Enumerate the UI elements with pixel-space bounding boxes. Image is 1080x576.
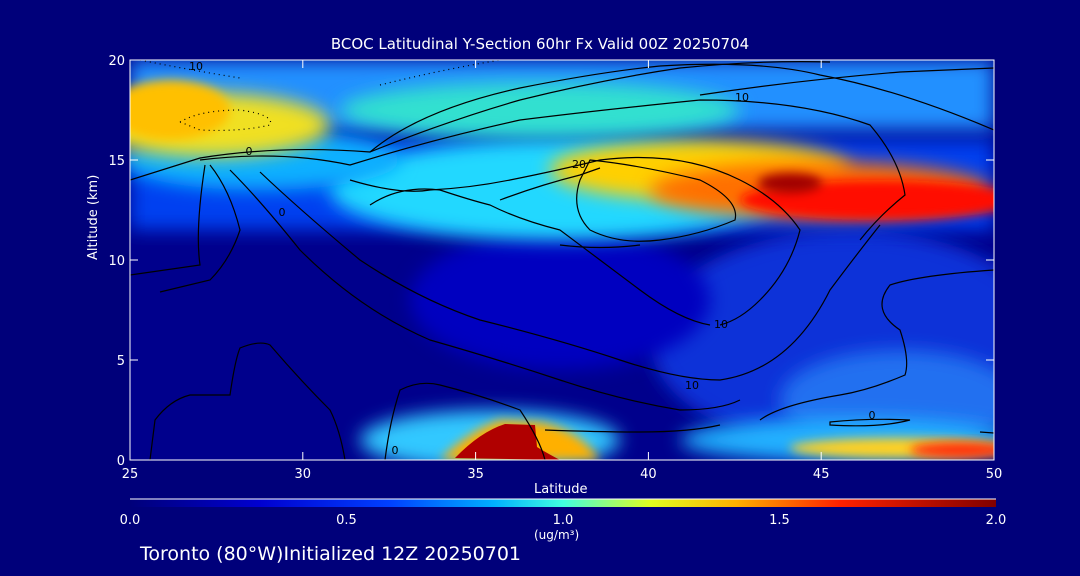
contour-line: [229, 169, 741, 411]
contour-label: 0: [869, 409, 876, 422]
x-tick-label: 25: [122, 467, 139, 482]
contour-label: 0: [279, 206, 286, 219]
contour-line: [699, 67, 994, 96]
contour-label: 10: [735, 91, 749, 104]
contour-line: [369, 65, 661, 153]
colorbar: [130, 498, 996, 507]
colorbar-tick-label: 1.0: [553, 513, 574, 528]
y-tick-label: 20: [108, 54, 125, 69]
field-yellow-left-2: [130, 80, 230, 140]
contour-line: [130, 164, 206, 276]
contour-label-group: 10 0 0 10 20 10 10 0 0: [189, 60, 876, 457]
colorbar-tick-label: 0.5: [336, 513, 357, 528]
field-lower-right-red: [910, 442, 994, 458]
contour-line: [499, 167, 601, 201]
field-darkred-core: [758, 173, 822, 193]
x-axis-label: Latitude: [534, 482, 588, 497]
contours: [130, 61, 994, 460]
heatmap-field: [130, 60, 994, 460]
colorbar-ticks: 0.0 0.5 1.0 1.5 2.0: [120, 513, 1007, 528]
y-axis-label: Altitude (km): [86, 174, 101, 260]
contour-label: 0: [246, 145, 253, 158]
footer-initialized-text: Toronto (80°W)Initialized 12Z 20250701: [140, 543, 522, 565]
contour-line-dotted: [139, 60, 241, 79]
contours-dotted: [139, 60, 501, 132]
y-tick-label: 15: [108, 154, 125, 169]
contour-line: [576, 159, 737, 242]
x-tick-label: 35: [467, 467, 484, 482]
contour-line: [149, 342, 346, 460]
contour-label: 10: [685, 379, 699, 392]
contour-label: 0: [392, 444, 399, 457]
x-tick-label: 40: [640, 467, 657, 482]
contour-line: [259, 171, 881, 381]
colorbar-tick-label: 0.0: [120, 513, 141, 528]
contour-line: [369, 188, 711, 326]
x-axis: 25 30 35 40 45 50: [122, 60, 1003, 482]
field-upper-top-green: [340, 82, 740, 138]
contour-line: [759, 269, 994, 421]
x-tick-label: 50: [986, 467, 1003, 482]
colorbar-bar: [130, 499, 996, 507]
contour-line: [544, 424, 721, 433]
contour-line: [199, 99, 906, 241]
y-tick-label: 5: [117, 354, 125, 369]
chart-title: BCOC Latitudinal Y-Section 60hr Fx Valid…: [330, 35, 750, 53]
x-tick-label: 45: [813, 467, 830, 482]
contour-line: [979, 431, 994, 434]
contour-line: [829, 418, 911, 427]
contour-line: [559, 244, 641, 249]
contour-label: 10: [189, 60, 203, 73]
contour-line: [159, 164, 241, 293]
y-axis: 0 5 10 15 20: [108, 54, 994, 469]
contour-line: [384, 382, 546, 460]
contour-label: 10: [714, 318, 728, 331]
contour-label: 20: [572, 158, 586, 171]
colorbar-tick-label: 2.0: [986, 513, 1007, 528]
field-mid-center: [410, 230, 710, 370]
colorbar-unit-label: (ug/m³): [534, 528, 580, 542]
colorbar-tick-label: 1.5: [769, 513, 790, 528]
y-tick-label: 10: [108, 254, 125, 269]
y-tick-label: 0: [117, 454, 125, 469]
x-tick-label: 30: [295, 467, 312, 482]
contour-line: [659, 63, 994, 131]
